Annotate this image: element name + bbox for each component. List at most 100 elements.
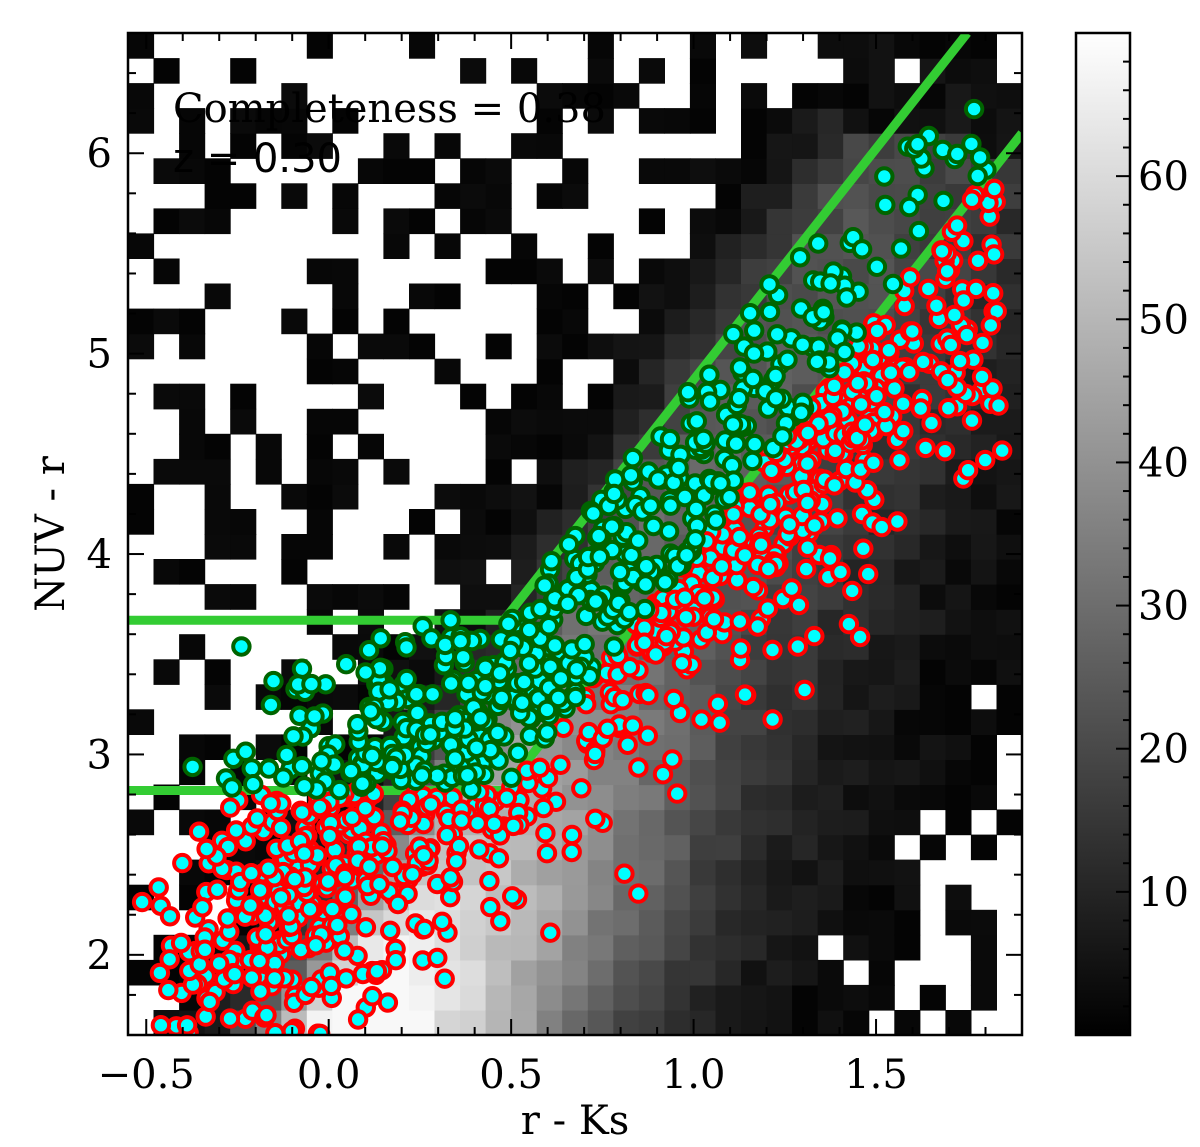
- point-outside-selection: [321, 975, 342, 997]
- point-outside-selection: [382, 856, 403, 878]
- heatmap-cell: [996, 684, 1022, 710]
- point-outside-selection: [830, 561, 851, 583]
- heatmap-cell: [766, 934, 793, 961]
- heatmap-cell: [357, 584, 384, 610]
- point-outside-selection: [866, 386, 887, 407]
- point-inside-selection: [530, 598, 551, 620]
- point-outside-selection: [342, 807, 363, 828]
- heatmap-cell: [434, 233, 461, 259]
- point-inside-selection: [382, 756, 403, 778]
- heatmap-cell: [843, 909, 870, 936]
- point-inside-selection: [243, 774, 264, 795]
- heatmap-cell: [868, 734, 895, 760]
- heatmap-cell: [562, 884, 589, 911]
- heatmap-cell: [741, 1010, 768, 1035]
- heatmap-cell: [153, 208, 180, 235]
- point-outside-selection: [743, 576, 764, 598]
- heatmap-cell: [689, 734, 716, 760]
- point-outside-selection: [150, 1015, 172, 1035]
- heatmap-cell: [664, 834, 691, 861]
- heatmap-cell: [179, 108, 206, 134]
- point-outside-selection: [938, 398, 959, 419]
- y-tick-label: 6: [87, 131, 112, 177]
- heatmap-cell: [536, 483, 563, 510]
- point-outside-selection: [529, 757, 550, 778]
- heatmap-cell: [460, 509, 487, 535]
- point-outside-selection: [871, 516, 892, 538]
- heatmap-cell: [128, 33, 155, 59]
- heatmap-cell: [996, 559, 1022, 585]
- point-outside-selection: [849, 626, 871, 648]
- heatmap-cell: [945, 684, 972, 710]
- point-outside-selection: [533, 797, 554, 819]
- heatmap-cell: [843, 884, 870, 911]
- point-inside-selection: [765, 388, 787, 409]
- colorbar-tick-label: 30: [1138, 584, 1189, 630]
- point-outside-selection: [172, 852, 193, 874]
- point-inside-selection: [947, 143, 968, 165]
- point-outside-selection: [703, 609, 725, 630]
- point-outside-selection: [675, 607, 697, 628]
- heatmap-cell: [792, 859, 819, 886]
- heatmap-cell: [409, 158, 436, 184]
- heatmap-cell: [613, 984, 640, 1011]
- point-outside-selection: [949, 350, 971, 372]
- heatmap-cell: [970, 58, 997, 84]
- point-outside-selection: [159, 906, 181, 927]
- point-inside-selection: [890, 238, 912, 259]
- heatmap-cell: [332, 208, 359, 235]
- heatmap-cell: [485, 509, 512, 535]
- point-inside-selection: [967, 165, 988, 187]
- heatmap-cell: [281, 483, 308, 510]
- point-inside-selection: [622, 447, 644, 469]
- point-outside-selection: [220, 797, 241, 818]
- point-outside-selection: [427, 947, 448, 969]
- point-outside-selection: [694, 588, 715, 609]
- point-outside-selection: [863, 452, 884, 473]
- heatmap-cell: [868, 834, 895, 861]
- heatmap-cell: [383, 534, 410, 560]
- heatmap-cell: [562, 83, 589, 109]
- point-inside-selection: [677, 382, 699, 403]
- point-outside-selection: [847, 373, 868, 394]
- heatmap-cell: [766, 984, 793, 1011]
- heatmap-cell: [613, 1010, 640, 1035]
- heatmap-cell: [919, 759, 946, 786]
- heatmap-cell: [689, 759, 716, 786]
- point-outside-selection: [219, 1008, 241, 1029]
- heatmap-cell: [153, 458, 180, 485]
- heatmap-cell: [843, 108, 870, 134]
- heatmap-cell: [817, 133, 844, 159]
- heatmap-cell: [715, 784, 742, 811]
- heatmap-cell: [383, 133, 410, 159]
- heatmap-cell: [485, 584, 512, 610]
- heatmap-cell: [204, 584, 231, 610]
- heatmap-cell: [587, 408, 614, 435]
- heatmap-cell: [485, 534, 512, 560]
- heatmap-cell: [689, 909, 716, 936]
- heatmap-cell: [715, 984, 742, 1011]
- heatmap-cell: [715, 258, 742, 285]
- heatmap-cell: [741, 834, 768, 861]
- heatmap-cell: [792, 984, 819, 1011]
- point-outside-selection: [915, 437, 936, 459]
- heatmap-cell: [817, 834, 844, 861]
- point-outside-selection: [188, 821, 210, 842]
- heatmap-cell: [664, 283, 691, 310]
- heatmap-cell: [868, 984, 895, 1011]
- heatmap-cell: [179, 458, 206, 485]
- point-inside-selection: [836, 287, 857, 308]
- heatmap-cell: [460, 584, 487, 610]
- point-inside-selection: [221, 777, 243, 798]
- point-outside-selection: [440, 867, 461, 888]
- heatmap-cell: [230, 133, 257, 159]
- heatmap-cell: [460, 959, 487, 986]
- heatmap-cell: [868, 634, 895, 660]
- heatmap-cell: [460, 534, 487, 560]
- heatmap-cell: [638, 358, 665, 385]
- heatmap-cell: [306, 258, 333, 285]
- heatmap-cell: [357, 433, 384, 460]
- heatmap-cell: [919, 483, 946, 510]
- heatmap-cell: [945, 559, 972, 585]
- point-inside-selection: [585, 591, 606, 612]
